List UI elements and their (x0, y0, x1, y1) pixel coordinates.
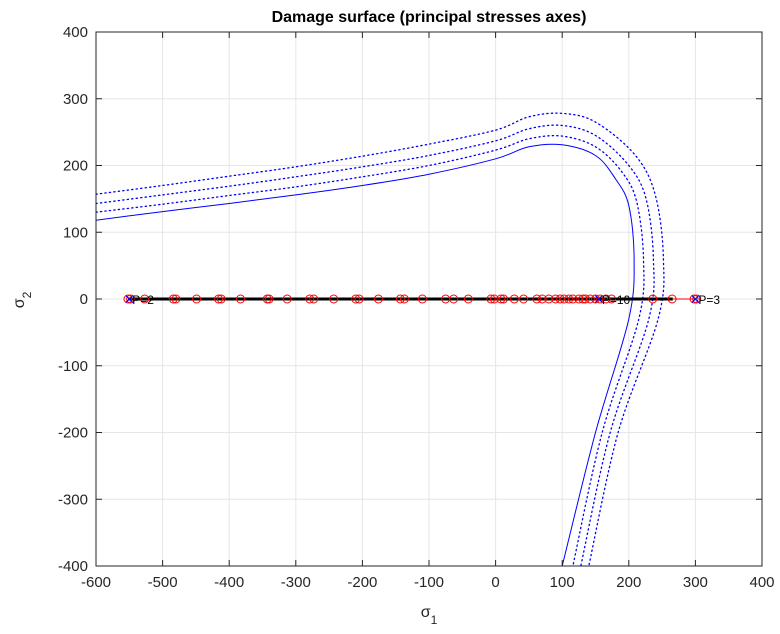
y-tick-label: -200 (58, 425, 88, 442)
load-point-marker (305, 294, 315, 304)
point-label: P=2 (132, 293, 154, 307)
load-point-marker (537, 294, 547, 304)
load-point-marker (214, 294, 224, 304)
y-tick-label: 100 (63, 224, 88, 241)
load-point-marker (486, 294, 496, 304)
point-label: P=10 (602, 293, 631, 307)
load-point-marker (581, 294, 591, 304)
load-point-marker (399, 294, 409, 304)
y-axis-label-base: σ (11, 298, 28, 308)
load-point-marker (395, 294, 405, 304)
load-point-marker (574, 294, 584, 304)
load-point-marker (564, 294, 574, 304)
marker-stroke (691, 295, 700, 303)
load-point-marker (551, 294, 561, 304)
load-point-marker (601, 294, 611, 304)
labelled-point-marker (691, 295, 700, 303)
offset-surface-curve-2 (96, 124, 655, 566)
x-tick-label: 0 (491, 574, 499, 591)
offset-surface-curve-1 (96, 135, 645, 566)
load-point-marker (499, 294, 509, 304)
load-point-marker (559, 294, 569, 304)
load-point-marker (171, 294, 181, 304)
load-point-marker (168, 294, 178, 304)
load-point-marker (123, 294, 133, 304)
load-point-marker (329, 294, 339, 304)
damage-surface-curve (96, 143, 635, 566)
plot-data: P=2 P=10 P=3 (96, 112, 720, 566)
x-tick-label: -400 (214, 574, 244, 591)
load-point-marker (519, 294, 529, 304)
x-tick-label: -500 (148, 574, 178, 591)
load-point-marker (373, 294, 383, 304)
x-tick-label: 200 (616, 574, 641, 591)
chart-title: Damage surface (principal stresses axes) (272, 9, 587, 26)
load-point-marker (236, 294, 246, 304)
plot-clipped-group (96, 112, 702, 566)
y-axis-label-sub: 2 (20, 291, 34, 298)
x-tick-label: -100 (414, 574, 444, 591)
load-point-marker (585, 294, 595, 304)
load-point-marker (417, 294, 427, 304)
labelled-point-marker (594, 295, 603, 303)
y-tick-label: -300 (58, 491, 88, 508)
load-point-marker (126, 294, 136, 304)
load-point-marker (192, 294, 202, 304)
marker-stroke (594, 295, 603, 303)
load-point-marker (509, 294, 519, 304)
x-tick-label: 400 (749, 574, 774, 591)
load-point-marker (595, 294, 605, 304)
load-point-marker (532, 294, 542, 304)
point-label: P=3 (698, 293, 720, 307)
load-point-marker (578, 294, 588, 304)
x-tick-label: 100 (550, 574, 575, 591)
y-tick-label: -100 (58, 358, 88, 375)
load-point-marker (692, 294, 702, 304)
marker-stroke (125, 295, 134, 303)
x-axis-label-sub: 1 (431, 613, 438, 627)
load-point-marker (264, 294, 274, 304)
offset-surface-curve-3 (96, 112, 665, 566)
x-tick-label: 300 (683, 574, 708, 591)
load-point-marker (544, 294, 554, 304)
load-point-marker (667, 294, 677, 304)
ticks: -600 -500 -400 -300 -200 -100 0 100 200 300 400 -40… (58, 24, 775, 591)
load-point-marker (555, 294, 565, 304)
load-point-marker (449, 294, 459, 304)
labelled-point-marker (125, 295, 134, 303)
y-axis-label: σ2 (11, 291, 34, 308)
load-point-marker (489, 294, 499, 304)
y-tick-label: 300 (63, 91, 88, 108)
load-point-marker (496, 294, 506, 304)
load-point-marker (282, 294, 292, 304)
load-point-marker (463, 294, 473, 304)
x-tick-label: -200 (347, 574, 377, 591)
x-tick-label: -600 (81, 574, 111, 591)
load-point-marker (140, 294, 150, 304)
load-point-marker (354, 294, 364, 304)
x-axis-label: σ1 (421, 604, 438, 627)
y-tick-label: -400 (58, 558, 88, 575)
y-tick-label: 400 (63, 24, 88, 41)
load-point-marker (689, 294, 699, 304)
y-tick-label: 0 (80, 291, 88, 308)
load-point-marker (568, 294, 578, 304)
load-point-marker (606, 294, 616, 304)
load-point-marker (309, 294, 319, 304)
x-axis-label-base: σ (421, 604, 431, 621)
x-tick-label: -300 (281, 574, 311, 591)
y-tick-label: 200 (63, 158, 88, 175)
load-point-marker (351, 294, 361, 304)
load-point-marker (216, 294, 226, 304)
load-point-marker (648, 294, 658, 304)
